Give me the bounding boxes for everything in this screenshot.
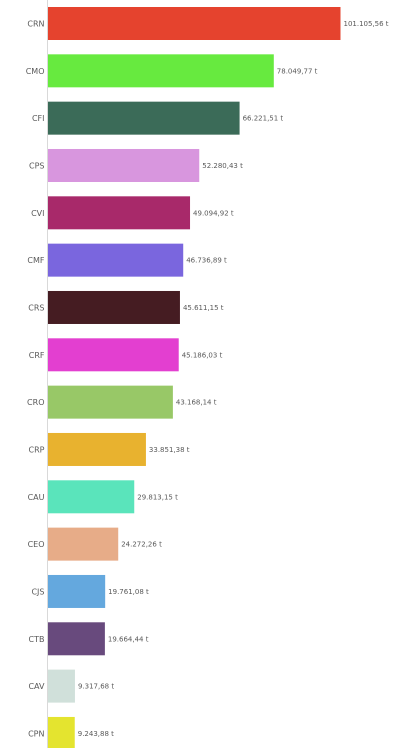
value-label-crp: 33.851,38 t: [149, 446, 190, 454]
bar-cpn[interactable]: [48, 716, 75, 750]
value-label-cpn: 9.243,88 t: [78, 730, 114, 738]
category-label-cps: CPS: [29, 161, 45, 170]
value-label-crs: 45.611,15 t: [183, 304, 224, 312]
value-label-cvi: 49.094,92 t: [193, 209, 234, 217]
bar-ctb[interactable]: [48, 622, 105, 656]
category-label-cmf: CMF: [27, 256, 44, 265]
value-label-cau: 29.813,15 t: [137, 493, 178, 501]
category-label-ceo: CEO: [28, 540, 45, 549]
bar-cmf[interactable]: [48, 243, 184, 277]
value-label-ceo: 24.272,26 t: [121, 541, 162, 549]
value-label-cav: 9.317,68 t: [78, 683, 114, 691]
bar-cfi[interactable]: [48, 101, 240, 135]
bar-cro[interactable]: [48, 385, 173, 419]
value-label-cps: 52.280,43 t: [202, 162, 243, 170]
bar-cmo[interactable]: [48, 54, 274, 88]
category-label-cmo: CMO: [26, 67, 45, 76]
bar-crf[interactable]: [48, 338, 179, 372]
value-label-cro: 43.168,14 t: [176, 399, 217, 407]
bar-cjs[interactable]: [48, 574, 106, 608]
value-label-ctb: 19.664,44 t: [108, 635, 149, 643]
category-label-crs: CRS: [28, 303, 44, 312]
category-label-cjs: CJS: [31, 587, 44, 596]
bar-crn[interactable]: [48, 7, 341, 40]
bar-cps[interactable]: [48, 148, 200, 182]
value-label-cmo: 78.049,77 t: [277, 67, 318, 75]
category-label-cro: CRO: [27, 398, 44, 407]
bar-cau[interactable]: [48, 480, 135, 514]
category-label-cav: CAV: [28, 682, 45, 691]
bar-cvi[interactable]: [48, 196, 191, 230]
category-label-cfi: CFI: [32, 114, 45, 123]
value-label-crn: 101.105,56 t: [344, 20, 389, 28]
bar-ceo[interactable]: [48, 527, 119, 561]
value-label-cmf: 46.736,89 t: [186, 257, 227, 265]
category-label-crn: CRN: [27, 20, 44, 29]
category-label-crf: CRF: [29, 351, 45, 360]
bar-crs[interactable]: [48, 290, 180, 324]
category-label-cpn: CPN: [28, 729, 44, 738]
category-label-ctb: CTB: [29, 635, 45, 644]
value-label-cjs: 19.761,08 t: [108, 588, 149, 596]
bar-crp[interactable]: [48, 432, 146, 466]
category-label-cvi: CVI: [31, 209, 44, 218]
category-label-crp: CRP: [29, 445, 45, 454]
value-label-crf: 45.186,03 t: [182, 351, 223, 359]
value-label-cfi: 66.221,51 t: [243, 115, 284, 123]
category-label-cau: CAU: [28, 493, 45, 502]
bar-cav[interactable]: [48, 669, 75, 703]
